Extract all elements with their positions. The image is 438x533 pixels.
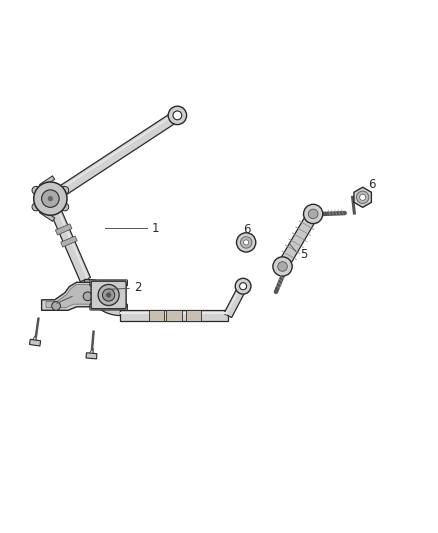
Polygon shape (92, 280, 120, 309)
Circle shape (48, 196, 53, 201)
Polygon shape (166, 310, 182, 321)
Polygon shape (85, 280, 120, 316)
Polygon shape (186, 310, 201, 321)
Text: 2: 2 (134, 281, 142, 294)
Polygon shape (46, 197, 90, 282)
Polygon shape (86, 353, 97, 359)
Circle shape (61, 203, 69, 211)
Circle shape (240, 282, 247, 290)
Circle shape (102, 289, 115, 301)
Circle shape (308, 209, 318, 219)
Polygon shape (39, 209, 55, 221)
Circle shape (83, 292, 92, 301)
Polygon shape (60, 236, 77, 247)
Circle shape (32, 187, 40, 194)
Polygon shape (354, 187, 371, 207)
Polygon shape (42, 282, 104, 310)
Circle shape (32, 203, 40, 211)
Polygon shape (278, 211, 318, 269)
Polygon shape (224, 284, 247, 318)
Circle shape (237, 233, 256, 252)
Circle shape (34, 182, 67, 215)
Polygon shape (46, 285, 100, 308)
Circle shape (360, 194, 366, 200)
Circle shape (240, 237, 252, 248)
Circle shape (357, 191, 369, 204)
Polygon shape (49, 112, 177, 197)
Polygon shape (52, 197, 88, 279)
Text: 4: 4 (87, 347, 95, 360)
Text: 6: 6 (243, 223, 251, 236)
Circle shape (278, 262, 287, 271)
Polygon shape (39, 176, 55, 188)
Circle shape (173, 111, 182, 120)
Circle shape (61, 187, 69, 194)
Polygon shape (226, 285, 242, 315)
Circle shape (244, 240, 249, 245)
Circle shape (235, 278, 251, 294)
Polygon shape (55, 224, 72, 235)
Polygon shape (47, 111, 180, 203)
Polygon shape (120, 312, 228, 314)
Text: 1: 1 (152, 222, 159, 235)
Circle shape (304, 204, 323, 223)
Circle shape (98, 285, 119, 305)
Circle shape (52, 302, 60, 310)
Polygon shape (120, 310, 228, 321)
Text: 5: 5 (300, 248, 307, 261)
Circle shape (42, 190, 59, 207)
FancyBboxPatch shape (91, 281, 126, 309)
Text: 6: 6 (367, 178, 375, 191)
Polygon shape (149, 310, 164, 321)
Text: 3: 3 (44, 300, 51, 312)
Polygon shape (29, 340, 41, 346)
FancyBboxPatch shape (90, 280, 127, 286)
Circle shape (273, 257, 292, 276)
FancyBboxPatch shape (90, 304, 127, 310)
Circle shape (106, 292, 111, 297)
Circle shape (168, 106, 187, 125)
Text: 4: 4 (30, 335, 38, 348)
